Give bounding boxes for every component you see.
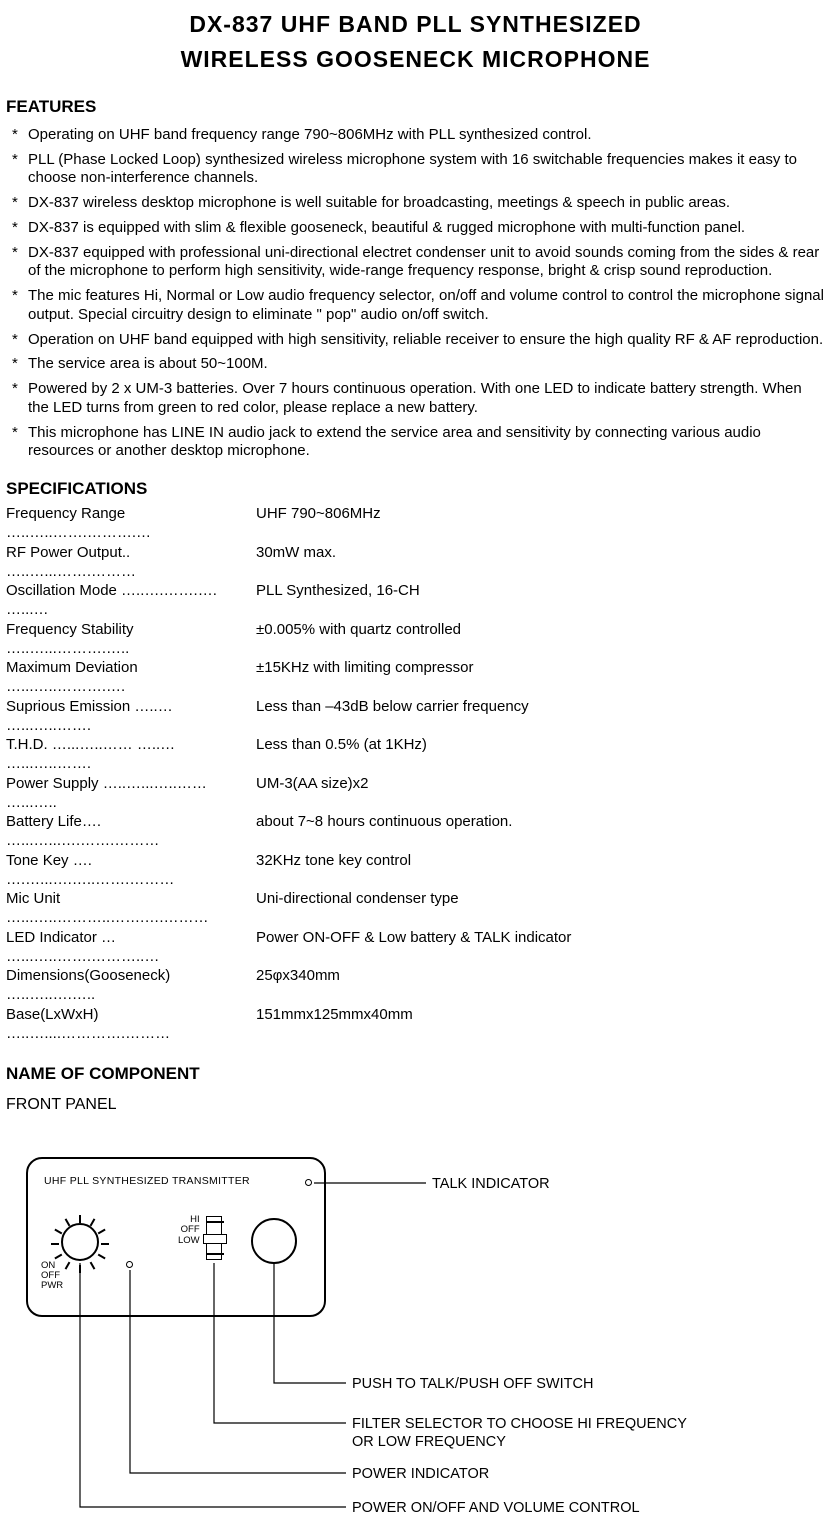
spec-row: Base(LxWxH) …..…....………….………151mmx125mmx… xyxy=(6,1006,825,1044)
spec-value: ±15KHz with limiting compressor xyxy=(256,659,473,697)
feature-item: * DX-837 is equipped with slim & flexible… xyxy=(6,216,825,241)
spec-value: Less than –43dB below carrier frequency xyxy=(256,698,529,736)
feature-item: * The mic features Hi, Normal or Low audi… xyxy=(6,284,825,328)
spec-row: Frequency Range …..…..…….……….…UHF 790~80… xyxy=(6,505,825,543)
feature-item: * This microphone has LINE IN audio jack … xyxy=(6,421,825,465)
callout-power-volume: POWER ON/OFF AND VOLUME CONTROL xyxy=(352,1499,640,1517)
feature-item: * Powered by 2 x UM-3 batteries. Over 7 h… xyxy=(6,377,825,421)
feature-item: * The service area is about 50~100M. xyxy=(6,352,825,377)
specs-header: SPECIFICATIONS xyxy=(6,478,825,499)
callout-filter-line2: OR LOW FREQUENCY xyxy=(352,1433,506,1451)
spec-label: Power Supply …..…...…..…… …...….. xyxy=(6,775,256,813)
spec-label: Frequency Stability …..…...……….….. xyxy=(6,621,256,659)
features-list: * Operating on UHF band frequency range 7… xyxy=(6,123,825,464)
spec-label: Frequency Range …..…..…….……….… xyxy=(6,505,256,543)
spec-label: Base(LxWxH) …..…....………….……… xyxy=(6,1006,256,1044)
spec-row: Suprious Emission …..… …...…..…….Less th… xyxy=(6,698,825,736)
spec-row: Oscillation Mode …..….…….…. …...…PLL Syn… xyxy=(6,582,825,620)
feature-text: DX-837 is equipped with slim & flexible … xyxy=(28,219,745,236)
spec-row: Mic Unit …...…..………..…….….………Uni-directi… xyxy=(6,890,825,928)
spec-value: 25φx340mm xyxy=(256,967,340,1005)
feature-item: * Operating on UHF band frequency range 7… xyxy=(6,123,825,148)
bullet-star: * xyxy=(12,424,18,443)
feature-text: Operation on UHF band equipped with high… xyxy=(28,331,823,348)
spec-row: LED Indicator … …...…..…….………..…Power ON… xyxy=(6,929,825,967)
spec-row: Dimensions(Gooseneck) …..…..….…..25φx340… xyxy=(6,967,825,1005)
bullet-star: * xyxy=(12,287,18,306)
feature-text: DX-837 wireless desktop microphone is we… xyxy=(28,194,730,211)
title-line-1: DX-837 UHF BAND PLL SYNTHESIZED xyxy=(6,10,825,39)
feature-text: DX-837 equipped with professional uni-di… xyxy=(28,244,819,280)
spec-row: RF Power Output.. …..…...…….………30mW max. xyxy=(6,544,825,582)
title-line-2: WIRELESS GOOSENECK MICROPHONE xyxy=(6,45,825,74)
spec-label: Dimensions(Gooseneck) …..…..….….. xyxy=(6,967,256,1005)
spec-value: 30mW max. xyxy=(256,544,336,582)
feature-text: PLL (Phase Locked Loop) synthesized wire… xyxy=(28,151,797,187)
bullet-star: * xyxy=(12,219,18,238)
spec-value: about 7~8 hours continuous operation. xyxy=(256,813,512,851)
bullet-star: * xyxy=(12,355,18,374)
callout-power-indicator: POWER INDICATOR xyxy=(352,1465,489,1483)
spec-value: ±0.005% with quartz controlled xyxy=(256,621,461,659)
spec-row: Frequency Stability …..…...……….…..±0.005… xyxy=(6,621,825,659)
front-panel-header: FRONT PANEL xyxy=(6,1095,825,1115)
spec-value: 32KHz tone key control xyxy=(256,852,411,890)
spec-row: Maximum Deviation …...…..……….….±15KHz wi… xyxy=(6,659,825,697)
spec-value: 151mmx125mmx40mm xyxy=(256,1006,413,1044)
spec-label: Tone Key …. ….…...….…..…….……… xyxy=(6,852,256,890)
bullet-star: * xyxy=(12,126,18,145)
spec-value: UHF 790~806MHz xyxy=(256,505,381,543)
spec-row: Battery Life…. …...…...….…….………about 7~8… xyxy=(6,813,825,851)
feature-item: * DX-837 equipped with professional uni-d… xyxy=(6,241,825,285)
spec-value: Uni-directional condenser type xyxy=(256,890,459,928)
feature-item: * Operation on UHF band equipped with hig… xyxy=(6,328,825,353)
feature-text: Powered by 2 x UM-3 batteries. Over 7 ho… xyxy=(28,380,802,416)
spec-value: Power ON-OFF & Low battery & TALK indica… xyxy=(256,929,571,967)
spec-value: UM-3(AA size)x2 xyxy=(256,775,369,813)
spec-label: Suprious Emission …..… …...…..……. xyxy=(6,698,256,736)
spec-row: Power Supply …..…...…..…… …...…..UM-3(AA… xyxy=(6,775,825,813)
spec-row: T.H.D. …...…..…… …..… …...…..…….Less tha… xyxy=(6,736,825,774)
callout-filter-line1: FILTER SELECTOR TO CHOOSE HI FREQUENCY xyxy=(352,1415,687,1433)
feature-text: The service area is about 50~100M. xyxy=(28,355,268,372)
front-panel-diagram: UHF PLL SYNTHESIZED TRANSMITTER ON OFF P… xyxy=(6,1133,806,1533)
feature-text: The mic features Hi, Normal or Low audio… xyxy=(28,287,824,323)
bullet-star: * xyxy=(12,151,18,170)
spec-label: Battery Life…. …...…...….…….……… xyxy=(6,813,256,851)
callout-push-to-talk: PUSH TO TALK/PUSH OFF SWITCH xyxy=(352,1375,593,1393)
specs-list: Frequency Range …..…..…….……….…UHF 790~80… xyxy=(6,505,825,1043)
bullet-star: * xyxy=(12,380,18,399)
spec-label: Oscillation Mode …..….…….…. …...… xyxy=(6,582,256,620)
features-header: FEATURES xyxy=(6,96,825,117)
spec-value: PLL Synthesized, 16-CH xyxy=(256,582,420,620)
bullet-star: * xyxy=(12,331,18,350)
spec-label: Maximum Deviation …...…..……….…. xyxy=(6,659,256,697)
name-of-component-header: NAME OF COMPONENT xyxy=(6,1063,825,1084)
spec-label: LED Indicator … …...…..…….………..… xyxy=(6,929,256,967)
spec-label: T.H.D. …...…..…… …..… …...…..……. xyxy=(6,736,256,774)
callout-talk-indicator: TALK INDICATOR xyxy=(432,1175,550,1193)
spec-label: RF Power Output.. …..…...…….……… xyxy=(6,544,256,582)
feature-text: Operating on UHF band frequency range 79… xyxy=(28,126,592,143)
spec-row: Tone Key …. ….…...….…..…….………32KHz tone … xyxy=(6,852,825,890)
bullet-star: * xyxy=(12,194,18,213)
spec-value: Less than 0.5% (at 1KHz) xyxy=(256,736,427,774)
feature-item: * PLL (Phase Locked Loop) synthesized wir… xyxy=(6,148,825,192)
feature-text: This microphone has LINE IN audio jack t… xyxy=(28,424,761,460)
spec-label: Mic Unit …...…..………..…….….……… xyxy=(6,890,256,928)
bullet-star: * xyxy=(12,244,18,263)
feature-item: * DX-837 wireless desktop microphone is w… xyxy=(6,191,825,216)
